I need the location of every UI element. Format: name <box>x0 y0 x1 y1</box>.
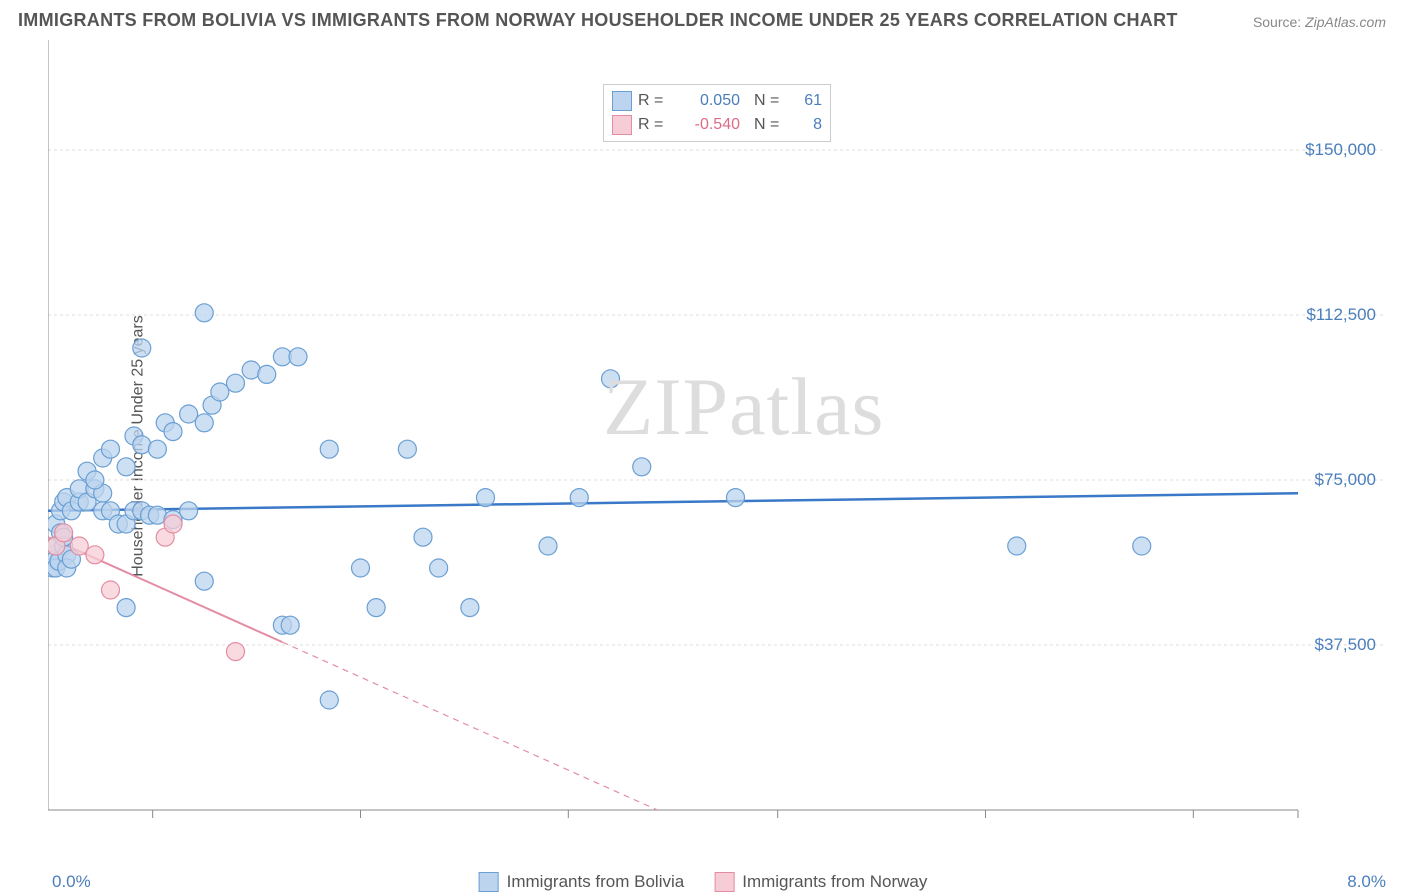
y-tick-label: $75,000 <box>1315 470 1376 490</box>
legend-swatch <box>612 115 632 135</box>
n-label: N = <box>754 116 788 134</box>
legend-series-label: Immigrants from Norway <box>742 872 927 892</box>
legend-swatch <box>612 91 632 111</box>
legend-correlation: R = 0.050 N = 61 R = -0.540 N = 8 <box>603 84 831 142</box>
x-tick-min: 0.0% <box>52 872 91 892</box>
legend-series-item: Immigrants from Norway <box>714 872 927 892</box>
x-tick-max: 8.0% <box>1347 872 1386 892</box>
scatter-chart <box>48 40 1386 838</box>
source-value: ZipAtlas.com <box>1305 14 1386 30</box>
source-label: Source: <box>1253 14 1301 30</box>
chart-area: ZIPatlas $37,500$75,000$112,500$150,000 … <box>48 40 1386 838</box>
n-value: 8 <box>794 116 822 134</box>
chart-title: IMMIGRANTS FROM BOLIVIA VS IMMIGRANTS FR… <box>18 10 1178 31</box>
legend-series-label: Immigrants from Bolivia <box>507 872 685 892</box>
legend-series: Immigrants from Bolivia Immigrants from N… <box>479 872 928 892</box>
y-tick-label: $150,000 <box>1305 140 1376 160</box>
n-label: N = <box>754 92 788 110</box>
y-tick-label: $112,500 <box>1306 305 1376 325</box>
r-value: -0.540 <box>678 116 740 134</box>
r-label: R = <box>638 92 672 110</box>
legend-correlation-row: R = 0.050 N = 61 <box>612 89 822 113</box>
legend-correlation-row: R = -0.540 N = 8 <box>612 113 822 137</box>
legend-swatch <box>714 872 734 892</box>
source-credit: Source: ZipAtlas.com <box>1253 14 1386 30</box>
r-value: 0.050 <box>678 92 740 110</box>
n-value: 61 <box>794 92 822 110</box>
y-tick-label: $37,500 <box>1315 635 1376 655</box>
r-label: R = <box>638 116 672 134</box>
legend-swatch <box>479 872 499 892</box>
legend-series-item: Immigrants from Bolivia <box>479 872 685 892</box>
